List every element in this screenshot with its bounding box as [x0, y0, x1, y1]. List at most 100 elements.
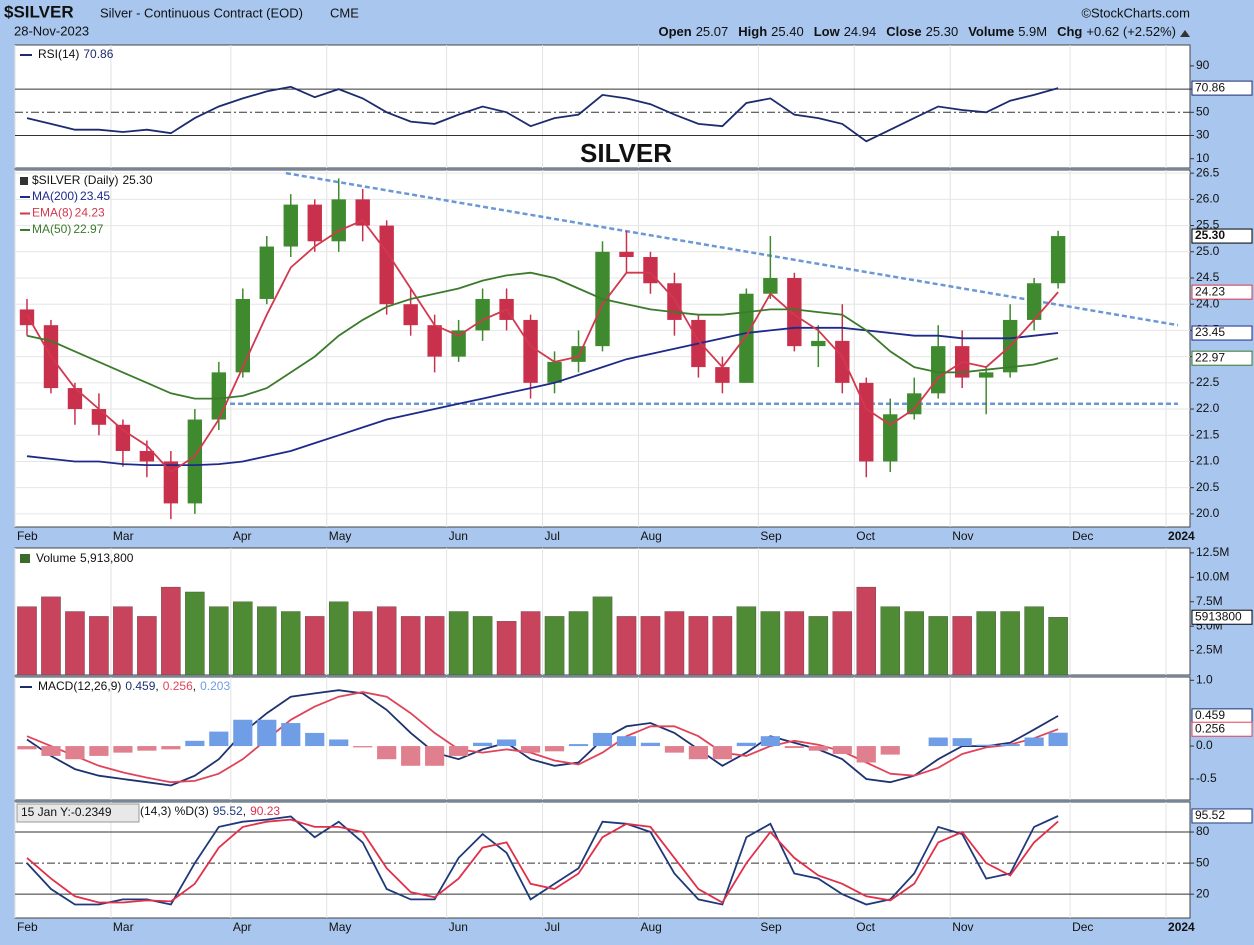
volume-bar: [1048, 617, 1068, 676]
value-flag-label: 22.97: [1195, 350, 1225, 364]
volume-bar: [856, 586, 877, 676]
series-line: [26, 219, 1059, 474]
histogram-bar: [137, 746, 157, 751]
volume-bar: [664, 611, 685, 676]
date: 28-Nov-2023: [14, 23, 89, 38]
y-tick-label: 80: [1196, 824, 1210, 838]
volume-bar: [592, 596, 613, 676]
volume-bar: [616, 616, 637, 676]
histogram-bar: [760, 736, 780, 747]
histogram-bar: [784, 746, 804, 749]
legend-part: 24.23: [75, 206, 105, 220]
value-flag-label: 24.23: [1195, 284, 1225, 298]
volume-bar: [424, 616, 445, 676]
legend: MA(200) 23.45: [32, 189, 110, 203]
candle-body: [859, 382, 874, 462]
volume-bar: [233, 601, 253, 676]
volume-bar: [736, 606, 757, 676]
histogram-bar: [808, 746, 828, 751]
value-flag: [1191, 808, 1253, 824]
panel: [14, 44, 1191, 169]
y-tick-label: 50: [1196, 104, 1210, 118]
volume-bar: [1024, 606, 1044, 676]
x-tick-label: Jul: [545, 920, 560, 934]
x-tick-label: Dec: [1072, 920, 1093, 934]
candle-body: [211, 372, 227, 420]
value-flag: [1191, 80, 1253, 96]
legend-part: EMA(8): [32, 206, 73, 220]
y-tick-label: 7.5M: [1196, 594, 1223, 608]
y-tick-label: 22.5: [1196, 375, 1220, 389]
legend-part: 90.23: [250, 804, 280, 818]
histogram-bar: [544, 746, 565, 752]
quote-part: High: [738, 24, 767, 39]
candle-body: [283, 204, 298, 247]
value-flag-label: 95.52: [1195, 808, 1225, 822]
x-tick-label: Apr: [233, 920, 252, 934]
candle-body: [67, 388, 83, 410]
series-line: [26, 85, 1059, 143]
y-tick-label: 0.0: [1196, 738, 1213, 752]
histogram-bar: [65, 746, 85, 760]
volume-bar: [952, 616, 972, 676]
symbol: $SILVER: [4, 2, 74, 21]
legend-part: MACD(12,26,9): [38, 679, 121, 693]
candle-body: [403, 304, 418, 326]
candle-body: [331, 199, 346, 242]
candle-body: [571, 346, 586, 362]
y-tick-label: 1.0: [1196, 672, 1213, 686]
candle-body: [1026, 283, 1042, 320]
histogram-bar: [592, 732, 613, 747]
y-tick-label: 20.5: [1196, 480, 1220, 494]
volume-bar: [161, 586, 181, 676]
volume-bar: [544, 616, 565, 676]
histogram-bar: [113, 746, 133, 753]
candle-body: [91, 409, 107, 425]
value-flag: [1191, 609, 1253, 625]
quote-part: Volume: [968, 24, 1014, 39]
legend-part: (14,3) %D(3): [140, 804, 209, 818]
y-tick-label: 26.5: [1196, 165, 1220, 179]
histogram-bar: [401, 746, 421, 766]
volume-bar: [1000, 611, 1020, 676]
x-tick-label: Nov: [952, 920, 973, 934]
x-tick-label: May: [329, 920, 352, 934]
quote-part: Open: [658, 24, 691, 39]
value-flag: [1191, 350, 1253, 366]
candle-body: [811, 340, 826, 347]
candle-body: [787, 277, 802, 347]
volume-bar: [568, 611, 589, 676]
y-tick-label: 26.0: [1196, 192, 1220, 206]
candle-body: [427, 325, 442, 357]
quote-part: 5.9M: [1018, 24, 1047, 39]
x-tick-label: Feb: [17, 529, 38, 543]
volume-bar: [65, 611, 85, 676]
x-tick-label: Jun: [449, 920, 468, 934]
candle-body: [475, 298, 490, 331]
histogram-bar: [185, 740, 205, 747]
legend: (14,3) %D(3) 95.52, 90.23: [140, 804, 280, 818]
x-tick-label: Aug: [640, 529, 661, 543]
x-tick-label: Mar: [113, 920, 134, 934]
histogram-bar: [640, 742, 661, 747]
legend-icon: [20, 554, 30, 563]
histogram-bar: [688, 746, 709, 760]
x-tick-label: Aug: [640, 920, 661, 934]
histogram-bar: [664, 746, 685, 753]
histogram-bar: [928, 737, 948, 747]
histogram-bar: [449, 746, 469, 756]
series-line: [26, 326, 1059, 466]
volume-bar: [880, 606, 900, 676]
volume-bar: [376, 606, 397, 676]
histogram-bar: [17, 746, 37, 750]
x-tick-label: Mar: [113, 529, 134, 543]
y-tick-label: 30: [1196, 128, 1210, 142]
x-tick-label: Sep: [760, 920, 782, 934]
y-tick-label: 2.5M: [1196, 643, 1223, 657]
y-tick-label: 24.0: [1196, 296, 1220, 310]
y-tick-label: 50: [1196, 855, 1210, 869]
candle-body: [907, 393, 922, 415]
volume-bar: [328, 601, 349, 676]
histogram-bar: [1000, 744, 1020, 747]
volume-bar: [712, 616, 733, 676]
